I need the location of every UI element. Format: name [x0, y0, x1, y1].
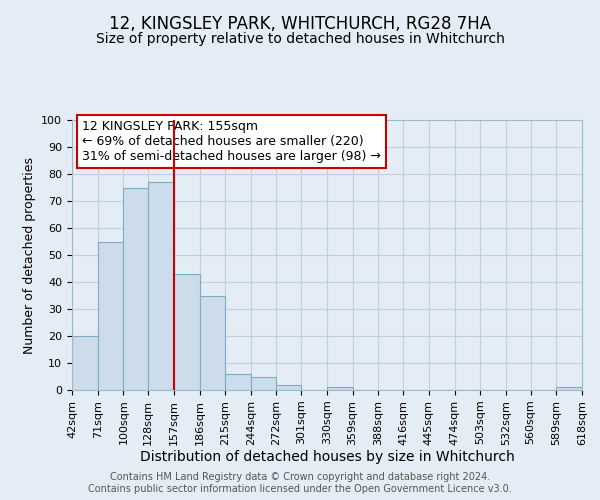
- Text: 12 KINGSLEY PARK: 155sqm
← 69% of detached houses are smaller (220)
31% of semi-: 12 KINGSLEY PARK: 155sqm ← 69% of detach…: [82, 120, 381, 163]
- Bar: [98, 242, 124, 390]
- X-axis label: Distribution of detached houses by size in Whitchurch: Distribution of detached houses by size …: [140, 450, 514, 464]
- Bar: [275, 384, 301, 390]
- Bar: [251, 376, 275, 390]
- Text: 12, KINGSLEY PARK, WHITCHURCH, RG28 7HA: 12, KINGSLEY PARK, WHITCHURCH, RG28 7HA: [109, 15, 491, 33]
- Bar: [327, 388, 353, 390]
- Bar: [72, 336, 98, 390]
- Bar: [199, 296, 225, 390]
- Bar: [225, 374, 251, 390]
- Text: Size of property relative to detached houses in Whitchurch: Size of property relative to detached ho…: [95, 32, 505, 46]
- Bar: [148, 182, 174, 390]
- Bar: [174, 274, 199, 390]
- Bar: [124, 188, 148, 390]
- Y-axis label: Number of detached properties: Number of detached properties: [23, 156, 36, 354]
- Bar: [556, 388, 582, 390]
- Text: Contains HM Land Registry data © Crown copyright and database right 2024.
Contai: Contains HM Land Registry data © Crown c…: [88, 472, 512, 494]
